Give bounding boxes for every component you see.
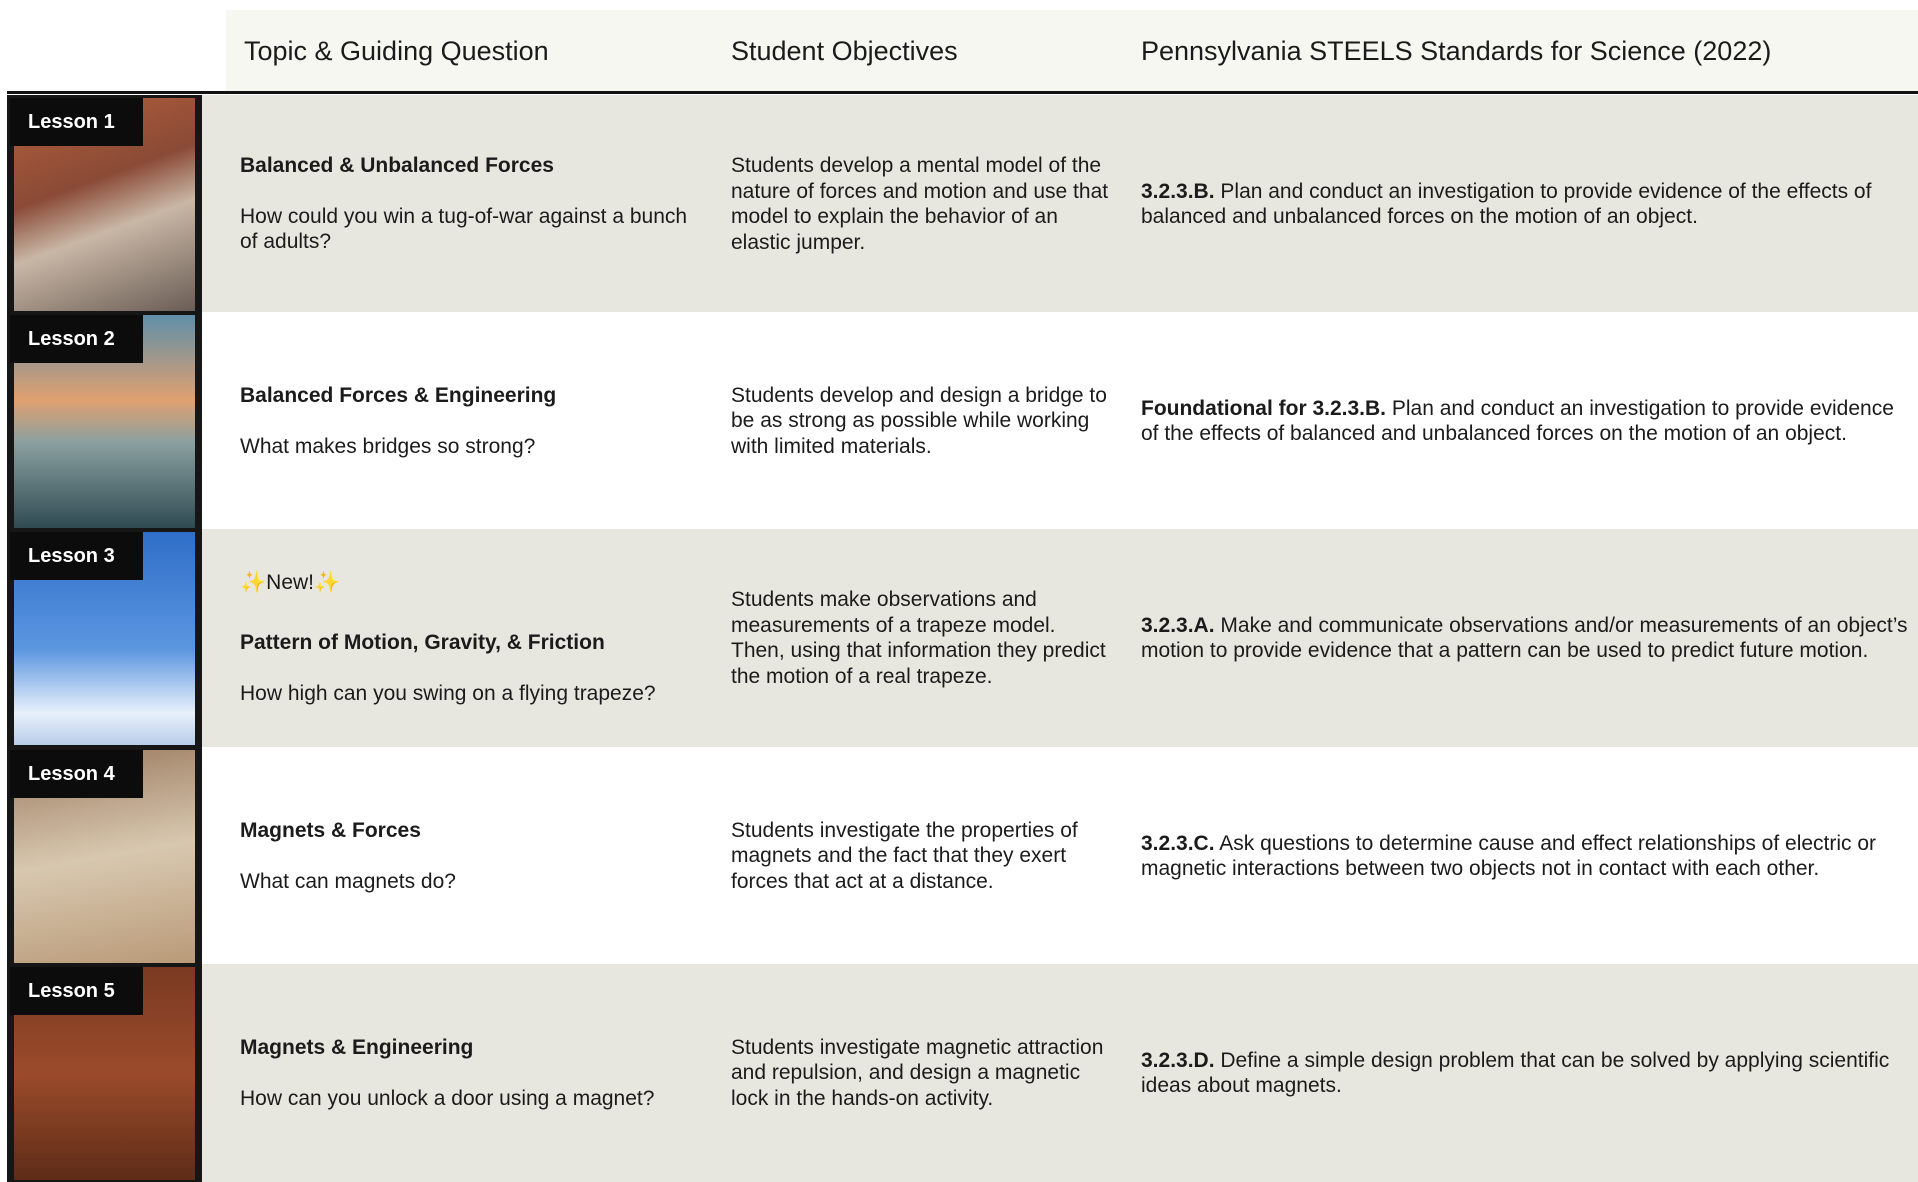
topic-title: Magnets & Forces (240, 819, 421, 842)
standard-cell: 3.2.3.A. Make and communicate observatio… (1141, 529, 1911, 747)
objective: Students develop and design a bridge to … (731, 383, 1107, 458)
objective: Students investigate the properties of m… (731, 818, 1078, 893)
guiding-question: How can you unlock a door using a magnet… (240, 1086, 655, 1110)
topic-cell: ✨New!✨ Pattern of Motion, Gravity, & Fric… (240, 529, 710, 747)
lesson-row: Lesson 5 Magnets & Engineering How can you… (0, 964, 1918, 1182)
standard-code: 3.2.3.D. (1141, 1048, 1215, 1072)
lesson-label: Lesson 3 (10, 532, 143, 580)
standard-cell: 3.2.3.D. Define a simple design problem … (1141, 964, 1911, 1182)
row-bg (202, 312, 1918, 530)
column-header: Student Objectives (731, 35, 958, 66)
objective-cell: Students investigate magnetic attraction… (731, 964, 1111, 1182)
lesson-label: Lesson 4 (10, 750, 143, 798)
guiding-question: How high can you swing on a flying trape… (240, 681, 656, 705)
row-bg (202, 529, 1918, 747)
standard: 3.2.3.D. Define a simple design problem … (1141, 1048, 1911, 1099)
standard-code: 3.2.3.A. (1141, 613, 1215, 637)
topic-cell: Balanced Forces & Engineering What makes … (240, 312, 710, 530)
standard-cell: Foundational for 3.2.3.B. Plan and condu… (1141, 312, 1911, 530)
lesson-row: Lesson 3 ✨New!✨ Pattern of Motion, Gravity… (0, 529, 1918, 747)
header-bg (226, 10, 1918, 92)
lesson-label: Lesson 5 (10, 967, 143, 1015)
topic-title: Pattern of Motion, Gravity, & Friction (240, 631, 605, 655)
standard-text: Define a simple design problem that can … (1141, 1048, 1890, 1098)
standard-cell: 3.2.3.C. Ask questions to determine caus… (1141, 747, 1911, 965)
standard: Foundational for 3.2.3.B. Plan and condu… (1141, 396, 1911, 447)
lesson-label: Lesson 2 (10, 315, 143, 363)
lesson-label: Lesson 1 (10, 98, 143, 146)
guiding-question: What makes bridges so strong? (240, 434, 536, 458)
objective: Students investigate magnetic attraction… (731, 1035, 1104, 1110)
topic-title: Balanced & Unbalanced Forces (240, 154, 554, 178)
standard-text: Plan and conduct an investigation to pro… (1141, 396, 1894, 446)
topic-cell: Magnets & Engineering How can you unlock … (240, 964, 710, 1182)
objective: Students develop a mental model of the n… (731, 154, 1109, 254)
standard: 3.2.3.C. Ask questions to determine caus… (1141, 831, 1911, 882)
standard-code: 3.2.3.B. (1141, 179, 1215, 203)
row-bg (202, 95, 1918, 313)
topic-cell: Balanced & Unbalanced Forces How could yo… (240, 95, 710, 313)
topic-cell: Magnets & Forces What can magnets do? (240, 747, 710, 965)
row-bg (202, 747, 1918, 965)
lesson-row: Lesson 4 Magnets & Forces What can magnets… (0, 747, 1918, 965)
objective-cell: Students make observations and measureme… (731, 529, 1111, 747)
topic-title: Balanced Forces & Engineering (240, 384, 557, 407)
standard-text: Make and communicate observations and/or… (1141, 613, 1908, 663)
standard-text: Ask questions to determine cause and eff… (1141, 831, 1877, 881)
row-bg (202, 964, 1918, 1182)
standard: 3.2.3.B. Plan and conduct an investigati… (1141, 179, 1911, 230)
column-header: Pennsylvania STEELS Standards for Scienc… (1141, 35, 1772, 66)
new-badge: ✨New!✨ (240, 570, 341, 594)
objective-cell: Students investigate the properties of m… (731, 747, 1111, 965)
header-rule (7, 91, 1918, 94)
column-header: Topic & Guiding Question (244, 35, 549, 66)
standard: 3.2.3.A. Make and communicate observatio… (1141, 613, 1911, 664)
objective-cell: Students develop a mental model of the n… (731, 95, 1111, 313)
objective: Students make observations and measureme… (731, 588, 1106, 688)
lesson-row: Lesson 2 Balanced Forces & Engineering Wha… (0, 312, 1918, 530)
objective-cell: Students develop and design a bridge to … (731, 312, 1111, 530)
standard-code: 3.2.3.C. (1141, 831, 1215, 855)
guiding-question: What can magnets do? (240, 869, 456, 893)
lesson-row: Lesson 1 Balanced & Unbalanced Forces How … (0, 95, 1918, 313)
topic-title: Magnets & Engineering (240, 1036, 474, 1059)
guiding-question: How could you win a tug-of-war against a… (240, 204, 688, 254)
standard-code: Foundational for 3.2.3.B. (1141, 396, 1387, 420)
standard-cell: 3.2.3.B. Plan and conduct an investigati… (1141, 95, 1911, 313)
standard-text: Plan and conduct an investigation to pro… (1141, 179, 1872, 229)
